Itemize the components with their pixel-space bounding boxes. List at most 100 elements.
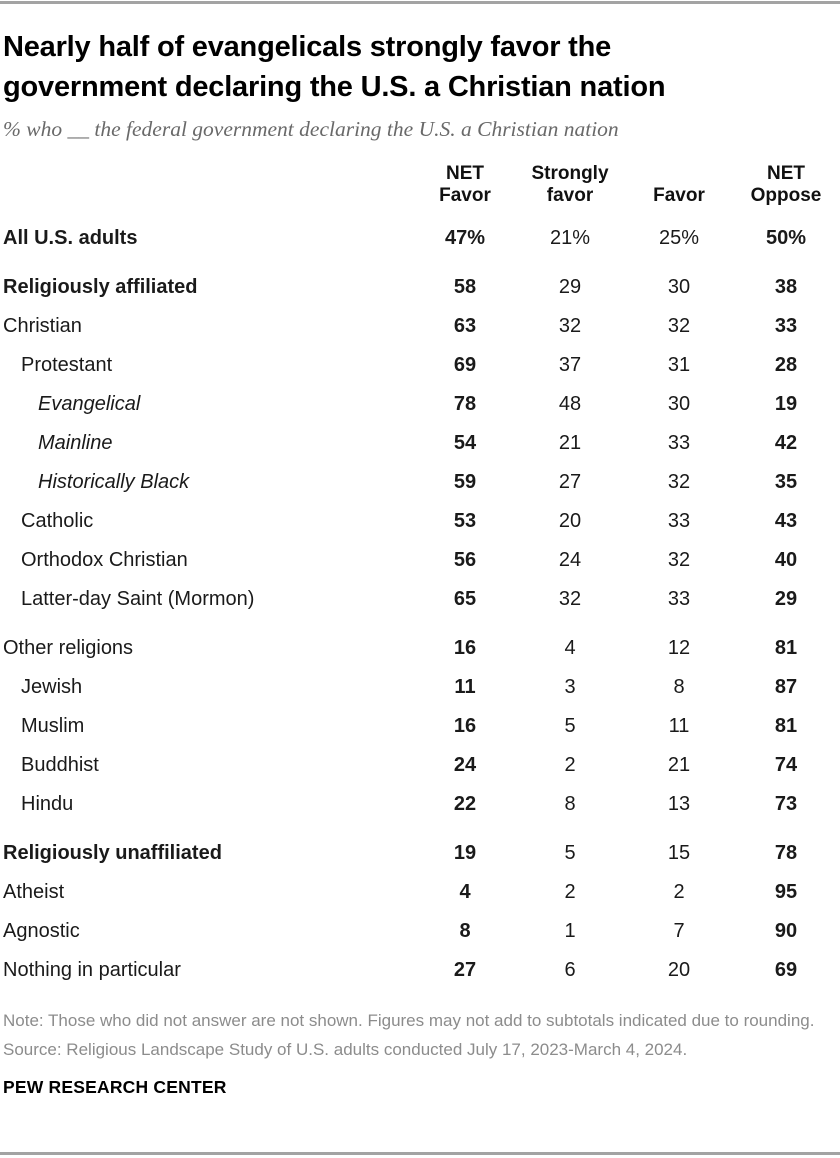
value-favor: 33 [667,588,691,610]
row-label: Agnostic [3,920,80,942]
row-label: Historically Black [38,471,190,493]
table-header-row: NET Favor Strongly favor Favor NET Oppos… [0,163,840,207]
value-strongly-favor: 3 [564,676,576,698]
value-strongly-favor: 2 [564,881,576,903]
table-row: Orthodox Christian 56 24 32 40 [0,541,840,580]
table-body: All U.S. adults 47% 21% 25% 50% Religiously a… [0,219,840,990]
value-strongly-favor: 8 [564,793,576,815]
value-net-favor: 58 [453,276,477,298]
column-header-net-favor: NET Favor [439,163,491,206]
value-net-favor: 24 [453,754,477,776]
value-favor: 30 [667,276,691,298]
value-favor: 25% [658,227,700,249]
value-favor: 30 [667,393,691,415]
value-net-favor: 47% [444,227,486,249]
value-favor: 13 [667,793,691,815]
value-net-oppose: 29 [774,588,798,610]
row-label: Jewish [21,676,83,698]
table-row: Catholic 53 20 33 43 [0,502,840,541]
row-label: Religiously affiliated [3,276,198,298]
row-label: Mainline [38,432,113,454]
value-net-oppose: 78 [774,842,798,864]
value-net-favor: 8 [459,920,471,942]
value-net-oppose: 95 [774,881,798,903]
table-row: Agnostic 8 1 7 90 [0,912,840,951]
value-favor: 2 [673,881,685,903]
row-label: Buddhist [21,754,99,776]
value-strongly-favor: 5 [564,842,576,864]
value-favor: 32 [667,549,691,571]
value-net-favor: 56 [453,549,477,571]
row-label: Evangelical [38,393,141,415]
value-net-oppose: 19 [774,393,798,415]
value-strongly-favor: 48 [558,393,582,415]
value-net-oppose: 38 [774,276,798,298]
column-header-strongly-favor: Strongly favor [531,163,609,206]
value-net-favor: 59 [453,471,477,493]
pew-research-center-wordmark: PEW RESEARCH CENTER [3,1077,227,1097]
table-row: Religiously unaffiliated 19 5 15 78 [0,834,840,873]
value-net-oppose: 69 [774,959,798,981]
value-favor: 33 [667,432,691,454]
source-text: Source: Religious Landscape Study of U.S… [3,1040,688,1059]
value-net-favor: 65 [453,588,477,610]
value-net-oppose: 33 [774,315,798,337]
value-net-oppose: 81 [774,637,798,659]
row-label: Muslim [21,715,85,737]
column-header-favor: Favor [653,185,705,206]
value-net-favor: 78 [453,393,477,415]
table-row: Hindu 22 8 13 73 [0,785,840,824]
value-strongly-favor: 37 [558,354,582,376]
value-net-oppose: 50% [765,227,807,249]
value-net-oppose: 81 [774,715,798,737]
value-favor: 15 [667,842,691,864]
chart-subtitle: % who __ the federal government declarin… [3,117,619,141]
value-net-favor: 27 [453,959,477,981]
table-row: Other religions 16 4 12 81 [0,629,840,668]
value-net-oppose: 35 [774,471,798,493]
row-label: Nothing in particular [3,959,181,981]
table-row: Historically Black 59 27 32 35 [0,463,840,502]
value-strongly-favor: 32 [558,588,582,610]
table-row: Buddhist 24 2 21 74 [0,746,840,785]
table-row: Protestant 69 37 31 28 [0,346,840,385]
table-row: Religiously affiliated 58 29 30 38 [0,268,840,307]
value-strongly-favor: 5 [564,715,576,737]
table-row: Muslim 16 5 11 81 [0,707,840,746]
value-favor: 7 [673,920,685,942]
value-net-oppose: 28 [774,354,798,376]
value-favor: 31 [667,354,691,376]
value-strongly-favor: 32 [558,315,582,337]
value-net-oppose: 40 [774,549,798,571]
row-label: Other religions [3,637,134,659]
row-label: Catholic [21,510,94,532]
value-net-favor: 54 [453,432,477,454]
value-strongly-favor: 1 [564,920,576,942]
value-net-favor: 16 [453,637,477,659]
row-label: Atheist [3,881,65,903]
value-favor: 32 [667,315,691,337]
value-strongly-favor: 21% [549,227,591,249]
value-strongly-favor: 4 [564,637,576,659]
row-label: All U.S. adults [3,227,138,249]
value-net-oppose: 42 [774,432,798,454]
value-net-favor: 53 [453,510,477,532]
value-net-favor: 22 [453,793,477,815]
value-strongly-favor: 24 [558,549,582,571]
value-net-favor: 63 [453,315,477,337]
value-net-oppose: 87 [774,676,798,698]
table-row: Jewish 11 3 8 87 [0,668,840,707]
row-label: Protestant [21,354,113,376]
row-label: Latter-day Saint (Mormon) [21,588,255,610]
table-row: Mainline 54 21 33 42 [0,424,840,463]
note-text: Note: Those who did not answer are not s… [3,1011,815,1030]
value-net-oppose: 73 [774,793,798,815]
chart-title: Nearly half of evangelicals strongly fav… [3,31,666,103]
value-net-favor: 16 [453,715,477,737]
table-row: Atheist 4 2 2 95 [0,873,840,912]
table-row: All U.S. adults 47% 21% 25% 50% [0,219,840,258]
value-favor: 33 [667,510,691,532]
value-net-favor: 69 [453,354,477,376]
value-favor: 21 [667,754,691,776]
